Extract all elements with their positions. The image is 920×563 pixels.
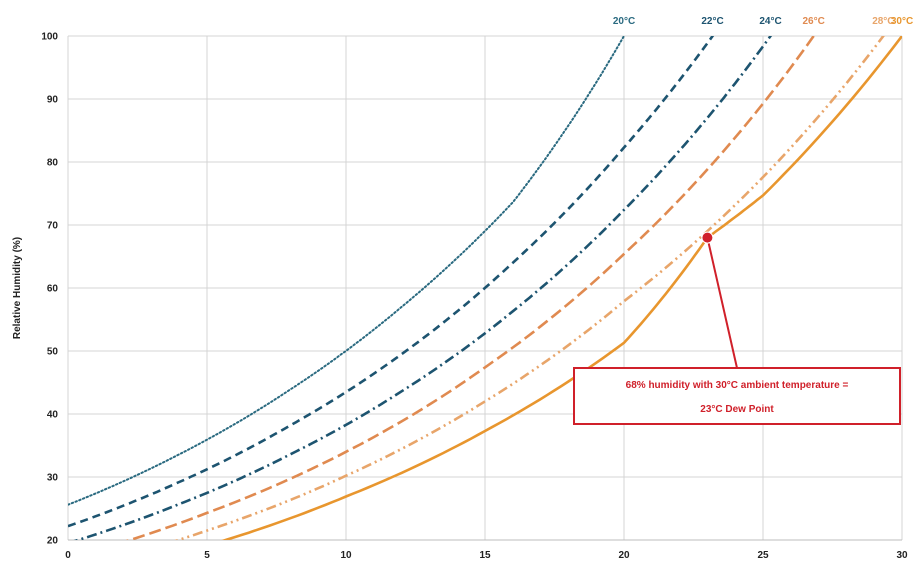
y-axis-ticks: 20 30 40 50 60 70 80 90 100	[41, 32, 58, 547]
series-line-2	[73, 36, 773, 540]
y-tick-label: 40	[47, 410, 59, 421]
annotation-connector	[706, 237, 738, 369]
series-label: 30°C	[891, 16, 913, 27]
series-label: 24°C	[759, 16, 781, 27]
y-tick-label: 20	[47, 536, 59, 547]
series-line-3	[125, 36, 816, 540]
series-label: 20°C	[613, 16, 635, 27]
y-tick-label: 100	[41, 32, 58, 43]
y-tick-label: 60	[47, 284, 59, 295]
y-tick-label: 70	[47, 221, 59, 232]
series-line-4	[174, 36, 885, 540]
x-tick-label: 15	[479, 550, 491, 561]
annotation: 68% humidity with 30°C ambient temperatu…	[573, 231, 901, 425]
x-tick-label: 10	[340, 550, 352, 561]
x-axis-ticks: 0 5 10 15 20 25 30	[65, 550, 908, 561]
series-line-1	[68, 36, 715, 528]
series-label: 26°C	[802, 16, 824, 27]
y-tick-label: 80	[47, 158, 59, 169]
x-tick-label: 30	[896, 550, 908, 561]
x-tick-label: 0	[65, 550, 71, 561]
y-tick-label: 90	[47, 95, 59, 106]
series-labels: 20°C 22°C 24°C 26°C 28°C30°C	[613, 16, 913, 27]
x-tick-label: 25	[757, 550, 769, 561]
y-tick-label: 50	[47, 347, 59, 358]
series-line-0	[68, 36, 626, 506]
y-tick-label: 30	[47, 473, 59, 484]
x-tick-label: 5	[204, 550, 210, 561]
series-label: 28°C	[872, 16, 894, 27]
x-tick-label: 20	[618, 550, 630, 561]
y-axis-title: Relative Humidity (%)	[12, 237, 23, 339]
series-lines	[68, 36, 902, 540]
series-label: 22°C	[701, 16, 723, 27]
highlight-point	[701, 231, 714, 244]
annotation-box	[573, 367, 901, 425]
annotation-line-1: 68% humidity with 30°C ambient temperatu…	[626, 380, 849, 391]
annotation-line-2: 23°C Dew Point	[700, 404, 774, 415]
